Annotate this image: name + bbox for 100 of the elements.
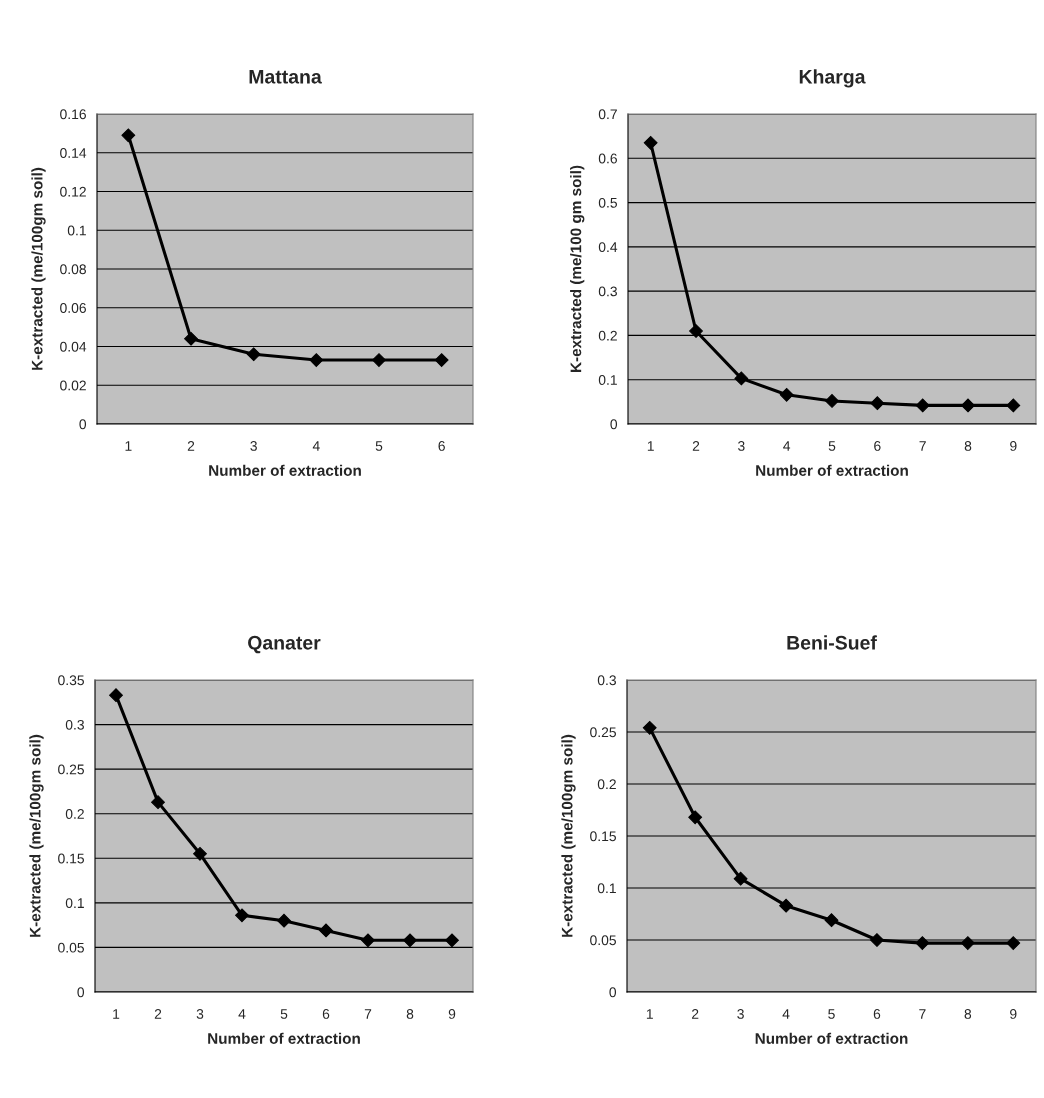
y-tick-label: 0.3 [598,286,617,297]
point [643,135,658,150]
x-axis-title: Number of extraction [208,1032,360,1044]
y-tick-label: 0.05 [58,942,84,953]
x-tick-label: 2 [154,1009,162,1019]
x-tick-label: 6 [873,1009,881,1019]
x-tick-label: 5 [828,1009,835,1019]
point [689,324,703,338]
y-tick-label: 0 [77,987,85,998]
y-tick-label: 0.2 [597,779,616,790]
x-tick-label: 3 [196,1009,204,1019]
y-axis-title: K-extracted (me/100gm soil) [29,734,44,937]
x-tick-label: 7 [364,1009,372,1019]
point [825,394,839,408]
x-tick-label: 5 [375,441,383,451]
y-tick-label: 0.5 [598,197,617,208]
x-tick-label: 1 [125,441,132,451]
point [1006,398,1021,413]
x-tick-label: 5 [828,441,836,451]
point [1006,936,1021,951]
x-tick-label: 4 [312,441,320,451]
y-tick-label: 0.1 [65,898,84,909]
x-axis-title: Number of extraction [755,1032,908,1044]
y-tick-label: 0.25 [58,764,84,775]
point [779,387,794,402]
chart-title: Qanater [248,635,321,654]
y-tick-label: 0.04 [60,341,87,352]
x-tick-label: 1 [113,1009,120,1019]
point [915,398,930,413]
point [246,347,261,362]
y-tick-label: 0.3 [597,675,616,686]
x-tick-label: 1 [646,1009,653,1019]
point [961,398,975,413]
x-tick-label: 4 [783,441,791,451]
y-tick-label: 0.1 [67,225,86,236]
x-tick-label: 9 [1010,441,1017,451]
y-tick-label: 0.15 [58,853,84,864]
chart-title: Beni-Suef [787,635,877,650]
x-tick-label: 3 [738,441,745,451]
y-tick-label: 0.1 [597,883,616,894]
point [184,331,198,346]
x-tick-label: 6 [438,441,445,451]
y-axis-title: K-extracted (me/100gm soil) [31,167,46,370]
x-tick-label: 3 [250,441,257,451]
chart-title: Mattana [249,70,322,84]
y-tick-label: 0.3 [65,719,84,730]
y-axis-title: K-extracted (me/100gm soil) [561,734,576,937]
point [193,846,207,861]
point [824,913,839,928]
x-tick-label: 2 [187,441,195,451]
point [870,396,885,411]
y-tick-label: 0.15 [590,831,616,842]
x-axis-title: Number of extraction [756,464,908,476]
point [779,898,793,913]
point [151,795,165,810]
x-tick-label: 5 [280,1009,288,1019]
x-tick-label: 2 [692,441,700,451]
point [960,936,975,951]
y-tick-label: 0 [609,987,617,998]
point [734,371,749,386]
point [733,871,748,886]
x-tick-label: 7 [919,1009,926,1019]
y-tick-label: 0 [610,419,618,430]
y-tick-label: 0.05 [590,935,616,946]
y-tick-label: 0.35 [58,675,84,686]
x-tick-label: 8 [964,441,972,451]
y-tick-label: 0.16 [60,109,86,120]
y-tick-label: 0.2 [65,809,84,819]
y-tick-label: 0.4 [598,242,618,253]
y-tick-label: 0.06 [60,303,86,313]
point [277,913,291,928]
x-tick-label: 1 [647,441,654,451]
y-tick-label: 0.14 [60,148,87,158]
point [870,933,884,947]
x-tick-label: 9 [448,1009,456,1019]
y-tick-label: 0.02 [60,380,86,391]
x-tick-label: 4 [238,1009,246,1019]
point [434,353,449,367]
point [642,720,657,735]
y-tick-label: 0.7 [598,109,617,120]
point [361,933,375,948]
x-tick-label: 9 [1010,1009,1017,1019]
x-tick-label: 8 [964,1009,972,1019]
y-tick-label: 0.2 [598,330,617,341]
x-tick-label: 8 [406,1009,414,1019]
y-tick-label: 0 [79,419,87,430]
y-axis-title: K-extracted (me/100 gm soil) [570,165,585,372]
x-tick-label: 3 [737,1009,744,1019]
chart-title: Kharga [799,69,866,88]
y-tick-label: 0.08 [60,264,86,275]
point [915,936,930,951]
y-tick-label: 0.6 [598,153,617,164]
point [403,933,417,948]
point [319,923,333,938]
x-tick-label: 6 [874,441,881,451]
x-tick-label: 4 [782,1009,790,1019]
x-tick-label: 6 [322,1009,330,1019]
point [372,353,386,367]
x-tick-label: 2 [692,1009,699,1019]
point [445,933,459,948]
